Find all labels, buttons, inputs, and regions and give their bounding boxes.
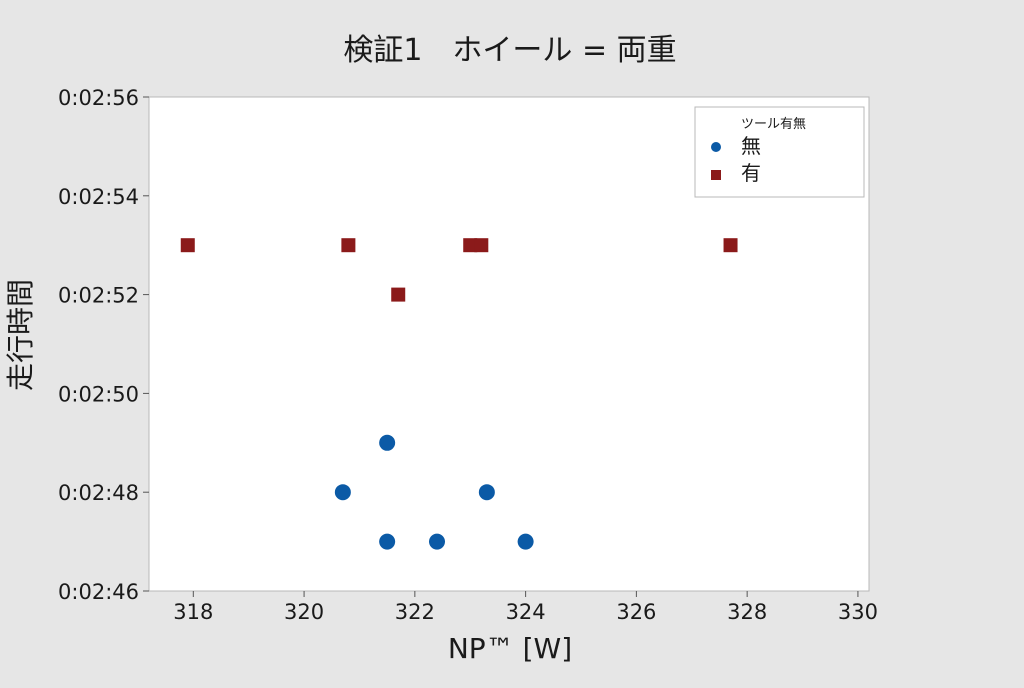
- point-none: [478, 484, 495, 501]
- point-none: [517, 533, 534, 550]
- data-markers: [180, 238, 738, 550]
- point-none: [379, 434, 396, 451]
- x-tick-label: 324: [506, 600, 546, 624]
- x-tick-label: 320: [284, 600, 324, 624]
- point-present: [463, 238, 478, 253]
- point-present: [723, 238, 738, 253]
- y-tick-label: 0:02:56: [58, 86, 139, 110]
- x-tick-label: 330: [838, 600, 878, 624]
- y-tick-label: 0:02:52: [58, 284, 139, 308]
- x-tick-label: 328: [727, 600, 767, 624]
- legend-label-present: 有: [741, 161, 761, 185]
- x-tick-label: 322: [395, 600, 435, 624]
- point-none: [429, 533, 445, 550]
- point-none: [334, 484, 351, 501]
- y-axis: 0:02:46 0:02:48 0:02:50 0:02:52 0:02:54 0:02:…: [58, 86, 149, 604]
- point-none: [379, 533, 396, 550]
- y-axis-label: 走行時間: [4, 279, 37, 391]
- legend-box: [694, 106, 865, 198]
- point-present: [341, 238, 356, 253]
- x-tick-label: 318: [173, 600, 213, 624]
- point-present: [180, 238, 195, 253]
- legend-marker-circle: [711, 142, 721, 152]
- y-tick-label: 0:02:48: [58, 481, 139, 505]
- legend-label-none: 無: [741, 134, 761, 158]
- chart-title: 検証1 ホイール = 両重: [343, 33, 676, 68]
- legend: ツール有無 無 有: [694, 106, 865, 198]
- y-tick-label: 0:02:50: [58, 382, 139, 406]
- y-tick-label: 0:02:46: [58, 580, 139, 604]
- legend-title: ツール有無: [741, 117, 806, 132]
- y-tick-label: 0:02:54: [58, 185, 139, 209]
- x-axis: 318 320 322 324 326 328 330: [173, 591, 878, 624]
- x-tick-label: 326: [616, 600, 656, 624]
- point-present: [474, 238, 489, 253]
- x-axis-label: NP™ [W]: [448, 632, 572, 665]
- legend-marker-square: [711, 170, 721, 180]
- point-present: [391, 287, 406, 302]
